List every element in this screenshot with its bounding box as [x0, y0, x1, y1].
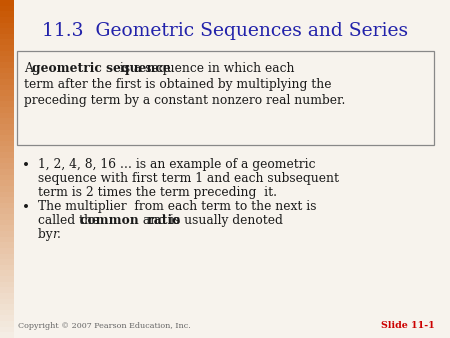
Bar — [0, 141, 14, 146]
Bar — [0, 84, 14, 90]
Bar — [0, 158, 14, 163]
Bar — [0, 0, 14, 6]
Bar — [0, 248, 14, 254]
Bar — [0, 79, 14, 84]
Text: and is usually denoted: and is usually denoted — [139, 214, 283, 227]
Text: called the: called the — [38, 214, 103, 227]
Bar — [0, 315, 14, 321]
Bar — [0, 51, 14, 56]
Bar — [0, 180, 14, 186]
Text: preceding term by a constant nonzero real number.: preceding term by a constant nonzero rea… — [24, 94, 346, 107]
Bar — [0, 40, 14, 45]
Text: Copyright © 2007 Pearson Education, Inc.: Copyright © 2007 Pearson Education, Inc. — [18, 322, 191, 330]
Bar — [0, 209, 14, 214]
Bar — [0, 96, 14, 101]
Bar — [0, 152, 14, 158]
Bar — [0, 23, 14, 28]
Bar — [0, 163, 14, 169]
Text: by: by — [38, 228, 57, 241]
Text: The multiplier  from each term to the next is: The multiplier from each term to the nex… — [38, 200, 316, 213]
Bar — [0, 276, 14, 282]
Text: sequence with first term 1 and each subsequent: sequence with first term 1 and each subs… — [38, 172, 339, 185]
Bar — [0, 270, 14, 276]
Bar — [0, 90, 14, 96]
Bar — [0, 113, 14, 118]
Bar — [0, 6, 14, 11]
Text: geometric sequence: geometric sequence — [32, 62, 171, 75]
Text: •: • — [22, 158, 30, 172]
FancyBboxPatch shape — [17, 51, 434, 145]
Bar — [0, 225, 14, 231]
Text: Slide 11-1: Slide 11-1 — [381, 321, 435, 330]
Bar — [0, 265, 14, 270]
Text: •: • — [22, 200, 30, 214]
Bar — [0, 203, 14, 209]
Bar — [0, 169, 14, 175]
Bar — [0, 197, 14, 203]
Text: term after the first is obtained by multiplying the: term after the first is obtained by mult… — [24, 78, 332, 91]
Bar — [0, 327, 14, 332]
Bar — [0, 220, 14, 225]
Bar — [0, 101, 14, 107]
Bar — [0, 11, 14, 17]
Bar — [0, 129, 14, 135]
Text: term is 2 times the term preceding  it.: term is 2 times the term preceding it. — [38, 186, 277, 199]
Text: common  ratio: common ratio — [80, 214, 180, 227]
Text: r: r — [52, 228, 58, 241]
Text: 11.3  Geometric Sequences and Series: 11.3 Geometric Sequences and Series — [42, 22, 408, 40]
Bar — [0, 17, 14, 23]
Bar — [0, 45, 14, 51]
Bar — [0, 124, 14, 129]
Text: A: A — [24, 62, 37, 75]
Bar — [0, 135, 14, 141]
Bar — [0, 146, 14, 152]
Bar — [0, 231, 14, 237]
Bar — [0, 321, 14, 327]
Bar — [0, 237, 14, 242]
Bar — [0, 186, 14, 192]
Bar — [0, 214, 14, 220]
Bar — [0, 332, 14, 338]
Bar — [0, 107, 14, 113]
Bar — [0, 28, 14, 34]
Bar — [0, 298, 14, 304]
Bar — [0, 293, 14, 298]
Bar — [0, 175, 14, 180]
Bar — [0, 34, 14, 40]
Bar — [0, 304, 14, 310]
Bar — [0, 62, 14, 68]
Bar — [0, 68, 14, 73]
Bar — [0, 73, 14, 79]
Bar — [0, 192, 14, 197]
Bar — [0, 56, 14, 62]
Text: .: . — [57, 228, 61, 241]
Bar — [0, 259, 14, 265]
Text: is a sequence in which each: is a sequence in which each — [116, 62, 294, 75]
Bar — [0, 118, 14, 124]
Bar — [0, 310, 14, 315]
Bar — [0, 282, 14, 287]
Text: 1, 2, 4, 8, 16 … is an example of a geometric: 1, 2, 4, 8, 16 … is an example of a geom… — [38, 158, 315, 171]
Bar — [0, 287, 14, 293]
Bar — [0, 254, 14, 259]
Bar — [0, 242, 14, 248]
